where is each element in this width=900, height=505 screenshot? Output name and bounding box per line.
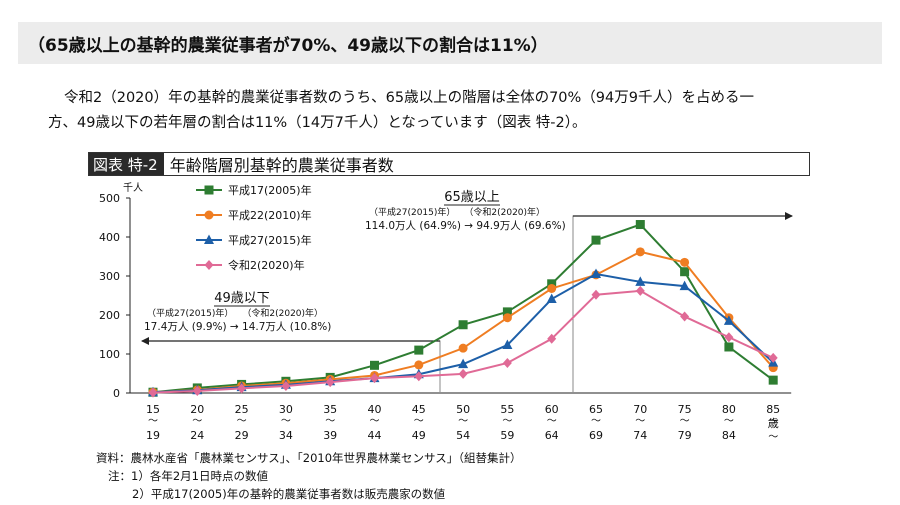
legend-item-0: 平成17(2005)年 <box>196 183 312 197</box>
data-point <box>636 220 645 229</box>
x-tick-label-top: 35 <box>323 403 337 416</box>
x-tick-tilde: ～ <box>370 416 380 427</box>
data-point <box>459 320 468 329</box>
x-tick-label-bottom: 84 <box>722 429 736 442</box>
legend-item-3: 令和2(2020)年 <box>196 258 305 272</box>
x-tick-label-bottom: 24 <box>190 429 204 442</box>
data-point <box>547 294 557 304</box>
data-point <box>680 312 689 322</box>
data-point <box>724 342 733 351</box>
x-tick-label-top: 15 <box>146 403 160 416</box>
data-point <box>414 346 423 355</box>
data-point <box>680 267 689 276</box>
legend-swatch-marker <box>205 186 214 195</box>
data-point <box>459 369 468 379</box>
legend-label: 令和2(2020)年 <box>228 258 305 272</box>
x-tick-tilde: ～ <box>547 416 557 427</box>
legend-swatch-marker <box>205 211 214 220</box>
x-tick-label-bottom: 64 <box>545 429 559 442</box>
x-tick-label-top: 60 <box>545 403 559 416</box>
x-tick-tilde: ～ <box>635 416 645 427</box>
under49-title: 49歳以下 <box>214 291 270 306</box>
data-point <box>370 361 379 370</box>
note-1: 注：1）各年2月1日時点の数値 <box>96 467 522 485</box>
x-tick-label-top: 20 <box>190 403 204 416</box>
x-tick-tilde: ～ <box>502 416 512 427</box>
x-tick-label-bottom: 49 <box>412 429 426 442</box>
x-tick-label-top: 55 <box>500 403 514 416</box>
data-point <box>769 376 778 385</box>
over65-bracket <box>573 216 790 392</box>
x-tick-tilde: ～ <box>192 416 202 427</box>
x-tick-label-top: 30 <box>279 403 293 416</box>
source-note: 資料：農林水産省「農林業センサス」、「2010年世界農林業センサス」（組替集計） <box>96 449 522 467</box>
x-tick-label-bottom: 54 <box>456 429 470 442</box>
x-tick-tilde: ～ <box>591 416 601 427</box>
over65-title: 65歳以上 <box>444 190 500 205</box>
under49-years: （平成27(2015)年） （令和2(2020)年） <box>147 307 323 319</box>
x-tick-tilde: ～ <box>237 416 247 427</box>
x-tick-label-top: 70 <box>633 403 647 416</box>
x-tick-tilde: ～ <box>680 416 690 427</box>
x-tick-label-bottom: 69 <box>589 429 603 442</box>
x-tick-label-bottom: 44 <box>368 429 382 442</box>
note-2: 2）平成17(2005)年の基幹的農業従事者数は販売農家の数値 <box>96 485 522 503</box>
legend-label: 平成22(2010)年 <box>228 208 312 222</box>
x-tick-label-top: 80 <box>722 403 736 416</box>
over65-values: 114.0万人 (64.9%) → 94.9万人 (69.6%) <box>365 220 566 232</box>
x-tick-label-bottom: 39 <box>323 429 337 442</box>
y-axis-unit-label: 千人 <box>123 182 143 194</box>
x-tick-label-bottom: 19 <box>146 429 160 442</box>
y-tick-label: 100 <box>99 348 120 361</box>
data-point <box>680 258 689 267</box>
y-tick-label: 200 <box>99 309 120 322</box>
x-tick-label-bottom: 79 <box>678 429 692 442</box>
x-tick-label-bottom: 59 <box>500 429 514 442</box>
x-tick-tilde: ～ <box>724 416 734 427</box>
legend-item-1: 平成22(2010)年 <box>196 208 312 222</box>
under49-values: 17.4万人 (9.9%) → 14.7万人 (10.8%) <box>144 321 331 333</box>
data-point <box>592 236 601 245</box>
data-point <box>503 358 512 368</box>
y-tick-label: 300 <box>99 270 120 283</box>
legend-label: 平成17(2005)年 <box>228 183 312 197</box>
x-tick-tilde: ～ <box>325 416 335 427</box>
data-point <box>503 313 512 322</box>
x-tick-label-top: 75 <box>678 403 692 416</box>
legend-item-2: 平成27(2015)年 <box>196 233 312 247</box>
x-tick-label-bottom: 歳 <box>768 417 779 430</box>
x-tick-label-top: 50 <box>456 403 470 416</box>
x-tick-label-bottom: 34 <box>279 429 293 442</box>
x-tick-label-top: 40 <box>368 403 382 416</box>
data-point <box>414 360 423 369</box>
y-tick-label: 500 <box>99 192 120 205</box>
figure-notes: 資料：農林水産省「農林業センサス」、「2010年世界農林業センサス」（組替集計）… <box>96 449 522 503</box>
x-tick-label-top: 65 <box>589 403 603 416</box>
x-tick-tilde: ～ <box>281 416 291 427</box>
x-tick-label-bottom: 29 <box>235 429 249 442</box>
x-tick-label-top: 45 <box>412 403 426 416</box>
data-point <box>547 284 556 293</box>
y-tick-label: 0 <box>113 387 120 400</box>
data-point <box>636 247 645 256</box>
x-tick-tilde: ～ <box>768 432 778 443</box>
data-point <box>459 344 468 353</box>
data-point <box>636 286 645 296</box>
x-tick-label-top: 25 <box>235 403 249 416</box>
age-group-line-chart: 0100200300400500千人15～1920～2425～2930～3435… <box>0 0 900 505</box>
over65-years: （平成27(2015)年） （令和2(2020)年） <box>369 206 545 218</box>
chart-legend: 平成17(2005)年平成22(2010)年平成27(2015)年令和2(202… <box>196 183 312 272</box>
x-tick-tilde: ～ <box>148 416 158 427</box>
legend-label: 平成27(2015)年 <box>228 233 312 247</box>
data-point <box>769 353 778 363</box>
x-tick-label-top: 85 <box>766 403 780 416</box>
y-tick-label: 400 <box>99 231 120 244</box>
x-tick-tilde: ～ <box>414 416 424 427</box>
x-tick-label-bottom: 74 <box>633 429 647 442</box>
x-tick-tilde: ～ <box>458 416 468 427</box>
legend-swatch-marker <box>205 260 214 270</box>
